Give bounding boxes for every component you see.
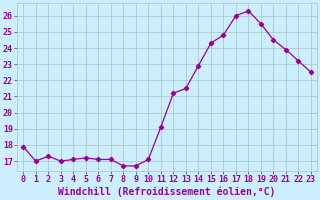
X-axis label: Windchill (Refroidissement éolien,°C): Windchill (Refroidissement éolien,°C) [58, 187, 276, 197]
